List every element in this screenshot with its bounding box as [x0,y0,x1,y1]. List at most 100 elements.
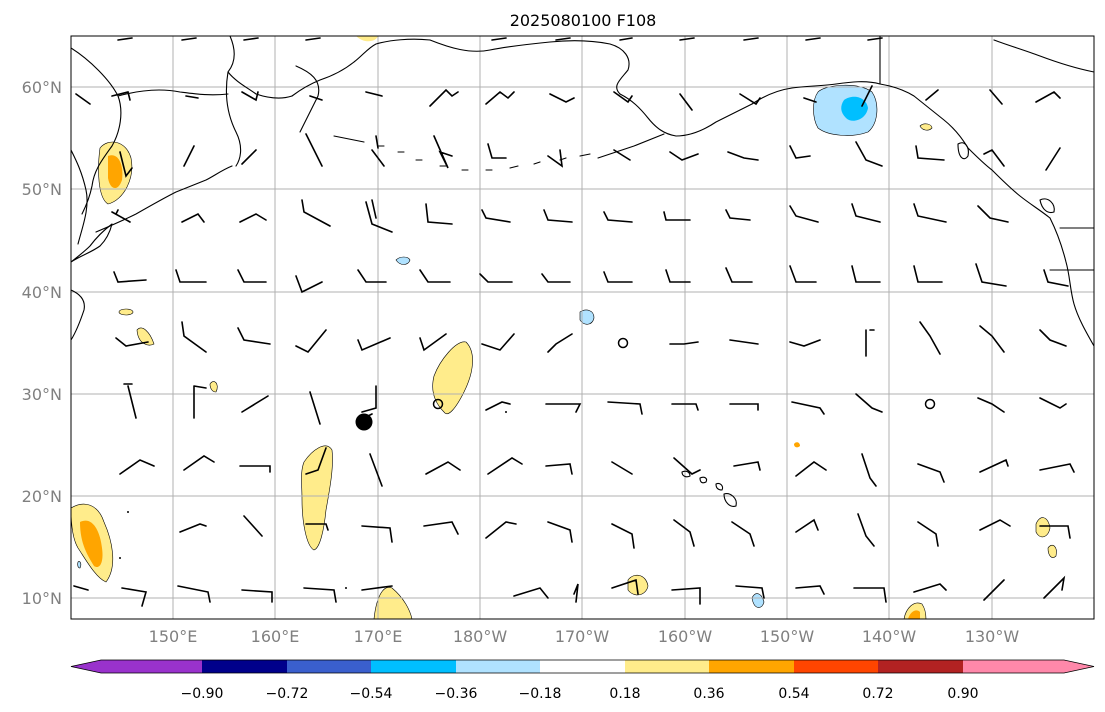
small-island [345,587,347,589]
colorbar-tick-label: −0.54 [350,686,393,702]
wind-barb-row-45n [111,199,1009,233]
coastlines [71,36,1094,589]
lat-label: 10°N [22,589,62,608]
positive-anomaly-region [627,574,649,596]
positive-anomaly-region [356,36,378,42]
lon-label: 140°W [862,627,917,646]
negative-anomaly-region [751,593,765,608]
calm-wind-circle [432,398,444,410]
positive-anomaly-region [919,123,933,131]
wind-barb-row-18n [179,513,1071,549]
lon-label: 160°W [658,627,713,646]
colorbar-tick-label: 0.72 [862,686,893,702]
lat-label: 40°N [22,283,62,302]
wind-barb-row-65n [117,37,883,41]
colorbar-swatch [202,660,287,673]
wind-barb-row-22n [119,447,1075,487]
colorbar-tick-label: −0.18 [519,686,562,702]
small-island [127,511,129,513]
positive-anomaly-region [1047,544,1057,558]
colorbar-tick-label: −0.90 [181,686,224,702]
longitude-labels: 150°E 160°E 170°E 180°W 170°W 160°W 150°… [149,627,1020,646]
small-island [505,411,507,413]
colorbar-swatch [625,660,709,673]
colorbar-tick-label: 0.36 [693,686,724,702]
bering-strait-coast [291,38,431,97]
map-area [71,36,1094,619]
west-coast-us [1049,217,1094,347]
negative-anomaly-region [579,309,595,325]
wind-barb-row-10n [73,575,1066,607]
canada-province-line [993,39,1094,73]
colorbar-swatches [70,659,1095,674]
negative-anomaly-region [77,561,82,569]
positive-anomaly-core [794,442,800,448]
colorbar-swatch [709,660,794,673]
positive-anomaly-region [373,587,413,619]
negative-anomaly-region [395,256,411,265]
positive-anomaly-region [432,341,473,414]
wind-barb-row-35n [115,321,1067,357]
colorbar: −0.90 −0.72 −0.54 −0.36 −0.18 0.18 0.36 … [70,659,1095,702]
vancouver-island [1039,198,1055,214]
positive-anomaly-region [136,327,155,346]
colorbar-tick-label: −0.36 [435,686,478,702]
small-island [119,557,121,559]
colorbar-tick-label: 0.18 [609,686,640,702]
positive-anomaly-region [209,381,218,393]
map-title: 2025080100 F108 [510,11,657,30]
wind-barbs [73,37,1075,607]
haida-gwaii [957,142,969,160]
st-lawrence-coast [295,65,320,133]
colorbar-swatch [371,660,456,673]
colorbar-tick-label: 0.90 [947,686,978,702]
colorbar-swatch [878,660,963,673]
anadyr-coast [225,71,242,167]
honshu-coast [71,289,85,341]
positive-anomaly-core [908,610,920,619]
storm-center-marker [355,413,373,431]
colorbar-swatch [71,660,202,673]
lat-label: 30°N [22,385,62,404]
graticule [71,36,1094,619]
hawaiian-islands [681,470,737,507]
alaska-northwest-coast [429,39,630,95]
lon-label: 170°E [354,627,403,646]
lon-label: 170°W [555,627,610,646]
aleutian-east [597,133,665,159]
latitude-labels: 60°N 50°N 40°N 30°N 20°N 10°N [22,78,62,608]
okhotsk-north-coast [117,89,229,97]
hokkaido-coast [71,223,113,263]
colorbar-swatch [287,660,371,673]
colorbar-outline [70,659,1095,674]
wind-barb-row-60n [75,85,1061,111]
lat-label: 50°N [22,180,62,199]
colorbar-swatch [456,660,540,673]
wind-barb-row-50n [119,133,1061,178]
sakhalin-coast [71,149,88,245]
lat-label: 60°N [22,78,62,97]
aleutian-west [333,135,591,171]
colorbar-tick-labels: −0.90 −0.72 −0.54 −0.36 −0.18 0.18 0.36 … [181,686,979,702]
colorbar-swatch [794,660,878,673]
map-frame [70,35,1095,620]
lon-label: 150°W [760,627,815,646]
kamchatka-coast [71,47,122,215]
positive-anomaly-core [80,520,103,568]
colorbar-tick-label: −0.72 [266,686,309,702]
lon-label: 130°W [965,627,1020,646]
lon-label: 160°E [251,627,300,646]
positive-anomaly-region [118,308,134,316]
alaska-peninsula-coast [619,93,753,137]
colorbar-tick-label: 0.54 [778,686,809,702]
lon-label: 180°W [453,627,508,646]
chukotka-coast [227,36,293,99]
positive-anomaly-core [108,155,123,189]
lat-label: 20°N [22,487,62,506]
calm-wind-circle [617,337,629,349]
colorbar-swatch [540,660,625,673]
positive-anomaly-region [1035,517,1051,538]
colorbar-swatch [963,660,1094,673]
negative-anomaly-core [841,96,868,121]
